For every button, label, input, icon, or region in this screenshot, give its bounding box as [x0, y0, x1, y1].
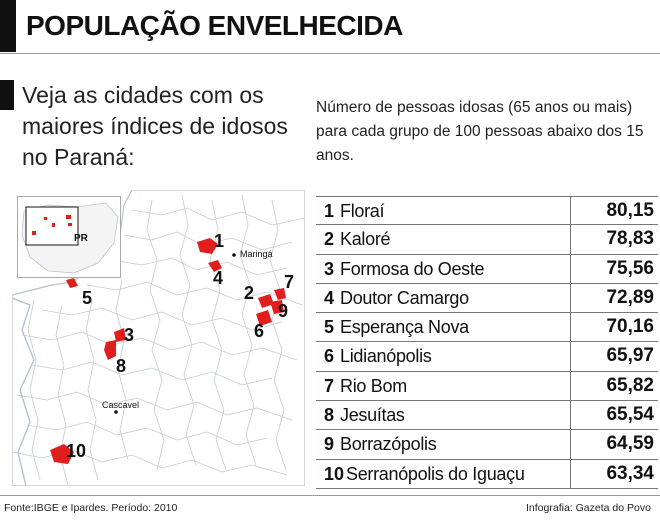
map-marker-8: 8 [116, 356, 127, 376]
row-divider [570, 225, 571, 254]
map-marker-10: 10 [66, 441, 87, 461]
map-marker-7: 7 [284, 272, 295, 292]
map-svg [12, 190, 305, 486]
row-rank: 4 [324, 287, 335, 308]
page-title: POPULAÇÃO ENVELHECIDA [26, 10, 403, 41]
row-divider [570, 197, 571, 225]
table-row: 1 Floraí 80,15 [316, 196, 658, 226]
row-divider [570, 254, 571, 283]
map-marker-9: 9 [278, 301, 289, 321]
municipality-3-formosa-do-oeste [114, 328, 126, 342]
row-rank: 7 [324, 375, 335, 396]
map-marker-3: 3 [124, 325, 135, 345]
row-rank: 10 [324, 463, 345, 484]
row-value: 63,34 [606, 462, 654, 484]
row-value: 70,16 [606, 316, 654, 338]
row-city-name: Lidianópolis [340, 346, 432, 367]
table-row: 9 Borrazópolis 64,59 [316, 430, 658, 460]
municipality-9-borrazopolis [270, 300, 284, 314]
inset-highlights [32, 215, 72, 235]
row-divider [570, 283, 571, 313]
map-marker-2: 2 [244, 283, 255, 303]
footer-divider [0, 495, 660, 496]
map-marker-6: 6 [254, 321, 265, 341]
row-value: 78,83 [606, 228, 654, 250]
row-rank: 8 [324, 405, 335, 426]
row-divider [570, 342, 571, 371]
row-city-name: Serranópolis do Iguaçu [346, 463, 525, 484]
table-row: 3 Formosa do Oeste 75,56 [316, 254, 658, 284]
row-value: 72,89 [606, 286, 654, 308]
row-value: 64,59 [606, 433, 654, 455]
row-city-name: Floraí [340, 201, 385, 221]
western-border [12, 297, 35, 486]
municipality-2-kalore [258, 294, 274, 308]
table-row: 5 Esperança Nova 70,16 [316, 313, 658, 343]
map-marker-1: 1 [214, 231, 225, 251]
row-city-name: Formosa do Oeste [340, 258, 485, 279]
row-value: 65,97 [606, 345, 654, 367]
row-value: 65,82 [606, 374, 654, 396]
row-divider [570, 430, 571, 459]
row-value: 80,15 [606, 200, 654, 221]
map-marker-4: 4 [213, 268, 224, 288]
row-rank: 1 [324, 201, 335, 221]
table-row: 6 Lidianópolis 65,97 [316, 342, 658, 372]
row-value: 75,56 [606, 257, 654, 279]
credit-note: Infografia: Gazeta do Povo [526, 502, 651, 514]
row-divider [570, 459, 571, 488]
row-value: 65,54 [606, 404, 654, 426]
table-row: 4 Doutor Camargo 72,89 [316, 283, 658, 314]
ranking-table: 1 Floraí 80,15 2 Kaloré 78,83 3 Formosa do Oest… [316, 196, 658, 489]
row-city-name: Esperança Nova [340, 317, 469, 338]
maringa-dot [232, 253, 236, 257]
table-row: 7 Rio Bom 65,82 [316, 371, 658, 402]
row-divider [570, 313, 571, 342]
table-row: 2 Kaloré 78,83 [316, 225, 658, 255]
city-label-maringa: Maringá [240, 249, 273, 259]
row-city-name: Jesuítas [340, 405, 405, 426]
row-rank: 5 [324, 317, 335, 338]
source-note: Fonte:IBGE e Ipardes. Período: 2010 [4, 502, 178, 514]
row-city-name: Kaloré [340, 229, 391, 250]
highlighted-municipalities [50, 238, 286, 464]
table-row: 8 Jesuítas 65,54 [316, 401, 658, 431]
parana-municipal-map [12, 190, 305, 486]
table-description: Número de pessoas idosas (65 anos ou mai… [316, 99, 644, 164]
locator-inset-map [17, 196, 121, 278]
municipality-6-lidianopolis [256, 310, 272, 326]
intro-accent-bar [0, 80, 14, 110]
map-marker-5: 5 [82, 288, 93, 308]
city-label-cascavel: Cascavel [102, 400, 140, 410]
inset-svg [21, 202, 119, 274]
row-rank: 2 [324, 229, 335, 250]
title-divider [0, 53, 660, 54]
title-bar: POPULAÇÃO ENVELHECIDA [0, 0, 660, 52]
intro-text: Veja as cidades com os maiores índices d… [22, 82, 288, 170]
row-rank: 9 [324, 434, 335, 455]
table-row: 10 Serranópolis do Iguaçu 63,34 [316, 459, 658, 489]
municipality-5-esperanca-nova [66, 278, 78, 288]
municipality-8-jesuitas [104, 340, 116, 360]
municipality-10-serranopolis-do-iguacu [50, 444, 74, 464]
municipality-4-doutor-camargo [208, 260, 222, 272]
row-divider [570, 371, 571, 401]
row-city-name: Rio Bom [340, 375, 407, 396]
municipality-7-rio-bom [274, 288, 286, 300]
municipality-1-floraí [197, 238, 218, 254]
row-divider [570, 401, 571, 430]
row-city-name: Doutor Camargo [340, 287, 469, 308]
title-accent-bar [0, 0, 16, 52]
row-rank: 3 [324, 258, 335, 279]
row-rank: 6 [324, 346, 335, 367]
row-city-name: Borrazópolis [340, 434, 437, 455]
cascavel-dot [114, 410, 118, 414]
inset-label-pr: PR [74, 233, 88, 244]
